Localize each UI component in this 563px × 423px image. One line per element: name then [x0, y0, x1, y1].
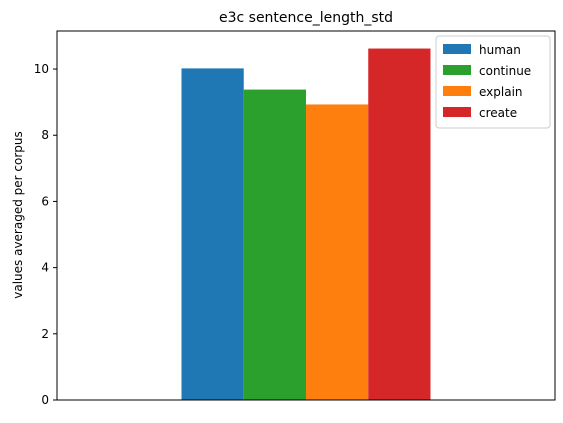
legend-label-explain: explain — [479, 85, 523, 99]
y-tick-label: 0 — [41, 393, 49, 407]
bar-explain — [306, 104, 369, 400]
bar-create — [368, 48, 431, 400]
chart-title: e3c sentence_length_std — [219, 10, 393, 26]
legend-label-create: create — [479, 106, 517, 120]
y-tick-label: 8 — [41, 128, 49, 142]
legend-swatch-explain — [443, 86, 471, 96]
y-tick-label: 10 — [34, 62, 49, 76]
bar-human — [181, 68, 244, 401]
legend-label-human: human — [479, 43, 521, 57]
legend-swatch-continue — [443, 65, 471, 75]
y-tick-label: 2 — [41, 327, 49, 341]
bar-continue — [243, 89, 306, 400]
y-tick-label: 4 — [41, 261, 49, 275]
bars-layer — [181, 48, 431, 401]
legend-label-continue: continue — [479, 64, 531, 78]
legend-swatch-human — [443, 44, 471, 54]
axis-layer: 0 2 4 6 8 10 — [34, 62, 57, 407]
legend: human continue explain create — [435, 35, 551, 129]
legend-swatch-create — [443, 107, 471, 117]
legend-box — [435, 35, 551, 129]
plot-frame — [56, 30, 556, 401]
y-axis-label: values averaged per corpus — [11, 131, 25, 299]
y-tick-label: 6 — [41, 194, 49, 208]
